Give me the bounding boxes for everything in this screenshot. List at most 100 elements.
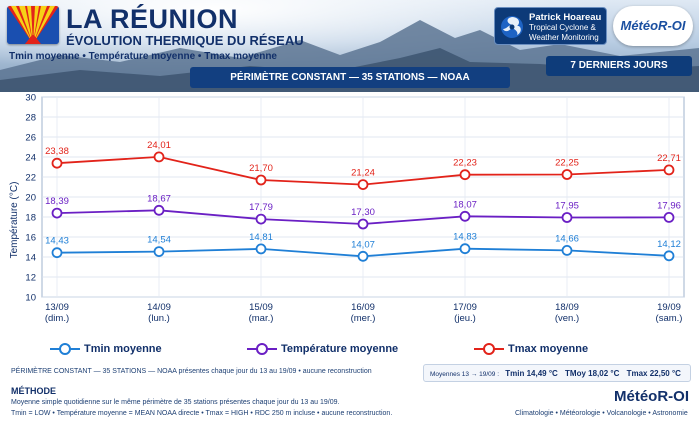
x-tick-day-label: (jeu.) — [454, 313, 476, 324]
data-point-tmin-moyenne[interactable] — [51, 247, 63, 259]
means-period: Moyennes 13 → 19/09 : — [430, 371, 500, 378]
method-text-1: Moyenne simple quotidienne sur le même p… — [11, 399, 340, 406]
chart-data-labels: 23,38 24,01 21,70 21,24 22,23 22,25 22,71 18,39… — [45, 140, 681, 250]
legend-label-tmax: Tmax moyenne — [508, 343, 589, 355]
y-tick-label: 14 — [25, 253, 36, 264]
data-point-tmin-moyenne[interactable] — [459, 243, 471, 255]
x-tick-label: 15/09 — [249, 302, 273, 313]
data-label-tmin-moyenne: 14,43 — [45, 236, 69, 247]
chart-axes: 10 12 14 16 18 20 22 24 26 28 30 13/09(dim.) 14/09(l… — [25, 93, 682, 325]
period-badge: 7 DERNIERS JOURS — [546, 56, 692, 76]
data-point-temp-rature-moyenne[interactable] — [255, 213, 267, 225]
x-tick-day-label: (mar.) — [249, 313, 274, 324]
x-tick-day-label: (mer.) — [351, 313, 376, 324]
legend-label-tmin: Tmin moyenne — [84, 343, 162, 355]
data-point-temp-rature-moyenne[interactable] — [663, 211, 675, 223]
data-point-tmax-moyenne[interactable] — [663, 164, 675, 176]
data-point-temp-rature-moyenne[interactable] — [561, 212, 573, 223]
data-point-tmin-moyenne[interactable] — [357, 250, 369, 262]
temperature-line-chart: 10 12 14 16 18 20 22 24 26 28 30 13/09(dim.) 14/09(l… — [9, 93, 685, 325]
data-point-tmax-moyenne[interactable] — [459, 169, 471, 181]
y-tick-label: 20 — [25, 193, 36, 204]
data-label-tmax-moyenne: 22,23 — [453, 158, 477, 169]
mean-tmin: Tmin 14,49 °C — [505, 369, 558, 378]
data-label-tmin-moyenne: 14,83 — [453, 232, 477, 243]
footer-tagline: Climatologie • Météorologie • Volcanolog… — [515, 410, 688, 417]
data-label-tmax-moyenne: 23,38 — [45, 146, 69, 157]
data-label-tmin-moyenne: 14,12 — [657, 239, 681, 250]
x-tick-day-label: (dim.) — [45, 313, 69, 324]
data-label-tmin-moyenne: 14,66 — [555, 233, 579, 244]
series-summary-line: Tmin moyenne • Température moyenne • Tma… — [9, 51, 277, 62]
partner-name: Patrick Hoareau — [529, 12, 602, 23]
data-label-temp-rature-moyenne: 17,79 — [249, 202, 273, 213]
data-label-temp-rature-moyenne: 17,95 — [555, 201, 579, 212]
data-point-temp-rature-moyenne[interactable] — [357, 218, 369, 230]
cyclone-icon — [501, 16, 523, 38]
means-summary: Moyennes 13 → 19/09 : Tmin 14,49 °C TMoy… — [423, 364, 691, 382]
data-point-tmin-moyenne[interactable] — [153, 246, 165, 258]
reunion-flag-icon — [7, 6, 59, 44]
data-label-tmin-moyenne: 14,81 — [249, 232, 273, 243]
x-tick-label: 17/09 — [453, 302, 477, 313]
mean-tmax: Tmax 22,50 °C — [626, 369, 681, 378]
data-point-temp-rature-moyenne[interactable] — [153, 204, 165, 216]
partner-badge[interactable]: Patrick Hoareau Tropical Cyclone & Weath… — [494, 7, 607, 45]
legend-marker-tmin — [50, 343, 80, 355]
partner-tagline-1: Tropical Cyclone & — [529, 23, 596, 32]
x-tick-label: 14/09 — [147, 302, 171, 313]
data-point-tmax-moyenne[interactable] — [561, 169, 573, 180]
data-label-tmin-moyenne: 14,07 — [351, 239, 375, 250]
chart-series — [51, 151, 675, 262]
data-label-tmax-moyenne: 21,24 — [351, 168, 375, 179]
data-label-tmax-moyenne: 22,25 — [555, 158, 579, 169]
perimeter-note: PÉRIMÈTRE CONSTANT — 35 STATIONS — NOAA … — [11, 368, 372, 375]
y-tick-label: 22 — [25, 173, 36, 184]
x-tick-label: 13/09 — [45, 302, 69, 313]
data-label-tmax-moyenne: 21,70 — [249, 163, 273, 174]
y-axis-label: Température (°C) — [9, 182, 20, 259]
brand-logo[interactable]: MétéoR-OI — [613, 6, 693, 46]
data-point-temp-rature-moyenne[interactable] — [459, 210, 471, 222]
data-point-tmax-moyenne[interactable] — [153, 151, 165, 163]
data-point-tmin-moyenne[interactable] — [255, 243, 267, 255]
x-tick-day-label: (lun.) — [148, 313, 170, 324]
data-point-tmax-moyenne[interactable] — [357, 179, 369, 190]
y-tick-label: 24 — [25, 153, 36, 164]
y-tick-label: 28 — [25, 113, 36, 124]
data-label-temp-rature-moyenne: 18,67 — [147, 193, 171, 204]
brand-logo-text: MétéoR-OI — [620, 18, 686, 33]
data-label-tmin-moyenne: 14,54 — [147, 235, 171, 246]
method-heading: MÉTHODE — [11, 386, 56, 396]
data-point-temp-rature-moyenne[interactable] — [51, 207, 63, 219]
chart-grid — [41, 96, 685, 298]
y-tick-label: 16 — [25, 233, 36, 244]
data-label-temp-rature-moyenne: 17,96 — [657, 200, 681, 211]
mean-tmoy: TMoy 18,02 °C — [565, 369, 620, 378]
legend-marker-tmax — [474, 343, 504, 355]
x-tick-label: 19/09 — [657, 302, 681, 313]
data-point-tmax-moyenne[interactable] — [51, 157, 63, 169]
page-subtitle: ÉVOLUTION THERMIQUE DU RÉSEAU — [66, 33, 304, 48]
x-tick-label: 18/09 — [555, 302, 579, 313]
x-tick-day-label: (sam.) — [656, 313, 683, 324]
page-title: LA RÉUNION — [66, 4, 238, 34]
data-label-temp-rature-moyenne: 17,30 — [351, 207, 375, 218]
data-point-tmin-moyenne[interactable] — [663, 250, 675, 262]
x-tick-day-label: (ven.) — [555, 313, 579, 324]
method-text-2: Tmin = LOW • Température moyenne = MEAN … — [11, 410, 393, 417]
legend-marker-tmoy — [247, 343, 277, 355]
data-point-tmin-moyenne[interactable] — [561, 244, 573, 256]
x-tick-label: 16/09 — [351, 302, 375, 313]
data-point-tmax-moyenne[interactable] — [255, 174, 267, 186]
data-label-tmax-moyenne: 22,71 — [657, 153, 681, 164]
y-tick-label: 26 — [25, 133, 36, 144]
legend-label-tmoy: Température moyenne — [281, 343, 399, 355]
y-tick-label: 12 — [25, 273, 36, 284]
footer-brand: MétéoR-OI — [614, 388, 689, 405]
data-label-temp-rature-moyenne: 18,07 — [453, 199, 477, 210]
y-tick-label: 18 — [25, 213, 36, 224]
perimeter-banner: PÉRIMÈTRE CONSTANT — 35 STATIONS — NOAA — [190, 67, 510, 88]
header-banner: LA RÉUNION ÉVOLUTION THERMIQUE DU RÉSEAU… — [0, 0, 699, 92]
data-label-temp-rature-moyenne: 18,39 — [45, 196, 69, 207]
